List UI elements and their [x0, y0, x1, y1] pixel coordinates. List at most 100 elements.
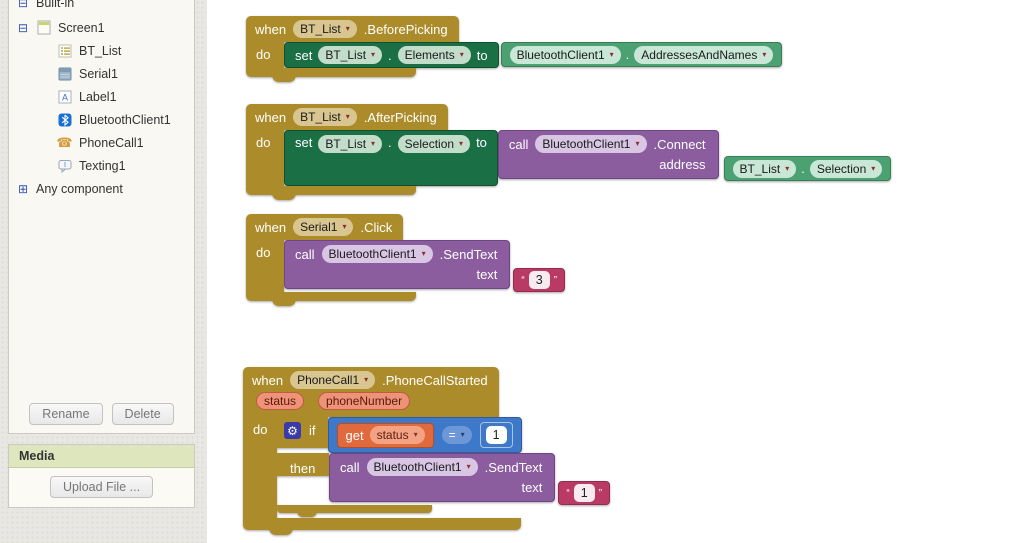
call-label: call	[508, 136, 529, 152]
when-label: when	[255, 21, 287, 37]
param-label: address	[659, 157, 706, 172]
block-foot	[243, 518, 521, 535]
components-panel: ⊟ Built-in ⊟ Screen1 BT_List Serial1 A L…	[8, 0, 195, 434]
tree-item-texting1[interactable]: I Texting1	[9, 154, 194, 177]
dropdown-arrow-icon: ▾	[364, 375, 369, 384]
component-dropdown[interactable]: BluetoothClient1 ▾	[366, 458, 478, 476]
call-label: call	[295, 246, 315, 262]
string-value-field[interactable]: 1	[573, 484, 595, 502]
component-dropdown[interactable]: BT_List ▾	[318, 135, 383, 153]
component-dropdown[interactable]: BluetoothClient1 ▾	[321, 245, 433, 263]
phonecall-icon: ☎	[56, 134, 73, 150]
operator-dropdown[interactable]: = ▾	[441, 426, 472, 444]
dropdown-arrow-icon: ▾	[460, 430, 465, 439]
property-dropdown[interactable]: Selection ▾	[397, 135, 471, 153]
property-getter-block[interactable]: BluetoothClient1 ▾ . AddressesAndNames ▾	[500, 42, 783, 67]
property-dropdown[interactable]: Elements ▾	[397, 46, 471, 64]
tree-item-any-component[interactable]: ⊞ Any component	[9, 177, 194, 200]
event-block-serial1-click[interactable]: when Serial1 ▾ .Click do call BluetoothCl…	[246, 214, 566, 306]
dropdown-arrow-icon: ▾	[635, 139, 640, 148]
do-label: do	[243, 417, 277, 518]
rename-button[interactable]: Rename	[29, 403, 103, 425]
collapse-minus-icon[interactable]: ⊟	[17, 0, 29, 10]
event-name: .AfterPicking	[363, 109, 437, 125]
texting-icon: I	[57, 158, 72, 173]
number-value-field[interactable]: 1	[485, 426, 507, 444]
close-quote: ”	[553, 274, 558, 286]
event-block-phonecall1-phonecallstarted[interactable]: when PhoneCall1 ▾ .PhoneCallStarted statu…	[243, 367, 611, 535]
component-dropdown[interactable]: BT_List ▾	[293, 20, 357, 38]
event-param-status[interactable]: status	[256, 392, 305, 410]
event-block-btlist-beforepicking[interactable]: when BT_List ▾ .BeforePicking do set BT_L…	[246, 16, 783, 82]
param-label: text	[521, 480, 543, 495]
if-block[interactable]: ⚙ if get status ▾ = ▾	[277, 417, 522, 453]
component-dropdown[interactable]: PhoneCall1 ▾	[290, 371, 376, 389]
tree-item-phonecall1[interactable]: ☎ PhoneCall1	[9, 131, 194, 154]
collapse-plus-icon[interactable]: ⊞	[17, 181, 29, 196]
tree-label: PhoneCall1	[79, 135, 144, 150]
dot-separator: .	[625, 47, 630, 62]
tree-item-bt-list[interactable]: BT_List	[9, 39, 194, 62]
method-name: .SendText	[484, 459, 543, 475]
component-dropdown[interactable]: BluetoothClient1 ▾	[509, 45, 621, 64]
collapse-minus-icon[interactable]: ⊟	[17, 20, 29, 35]
delete-button[interactable]: Delete	[111, 403, 174, 425]
variable-dropdown[interactable]: status ▾	[369, 426, 425, 444]
if-label: if	[309, 423, 316, 438]
upload-file-button[interactable]: Upload File ...	[49, 476, 154, 498]
number-block[interactable]: 1	[479, 422, 513, 448]
call-label: call	[340, 459, 360, 475]
set-property-block[interactable]: set BT_List ▾ . Selection ▾ to	[284, 130, 498, 186]
property-dropdown[interactable]: Selection ▾	[809, 159, 883, 178]
dot-separator: .	[801, 161, 805, 176]
block-foot	[246, 68, 416, 82]
dropdown-arrow-icon: ▾	[762, 49, 767, 59]
tree-label: Texting1	[79, 158, 126, 173]
screen-icon	[36, 20, 51, 35]
event-block-btlist-afterpicking[interactable]: when BT_List ▾ .AfterPicking do set BT_Li…	[246, 104, 892, 200]
tree-item-builtin[interactable]: ⊟ Built-in	[9, 0, 194, 14]
method-call-block-sendtext[interactable]: call BluetoothClient1 ▾ .SendText text	[329, 453, 556, 502]
blocks-canvas[interactable]: when BT_List ▾ .BeforePicking do set BT_L…	[207, 0, 1035, 543]
tree-label: Any component	[36, 181, 123, 196]
mutator-gear-icon[interactable]: ⚙	[284, 422, 301, 439]
equals-comparison-block[interactable]: get status ▾ = ▾ 1	[327, 417, 522, 453]
block-foot	[246, 292, 416, 306]
component-dropdown[interactable]: BT_List ▾	[293, 108, 357, 126]
get-variable-block[interactable]: get status ▾	[336, 422, 434, 448]
tree-label: BT_List	[79, 43, 122, 58]
dropdown-arrow-icon: ▾	[345, 112, 350, 121]
svg-text:I: I	[64, 162, 66, 169]
tree-item-label1[interactable]: A Label1	[9, 85, 194, 108]
property-getter-block[interactable]: BT_List ▾ . Selection ▾	[723, 156, 892, 181]
event-name: .PhoneCallStarted	[382, 372, 488, 388]
tree-item-bluetoothclient1[interactable]: BluetoothClient1	[9, 108, 194, 131]
dropdown-arrow-icon: ▾	[609, 49, 614, 59]
do-label: do	[246, 130, 284, 186]
string-value-field[interactable]: 3	[528, 271, 550, 289]
when-label: when	[255, 109, 287, 125]
component-dropdown[interactable]: BluetoothClient1 ▾	[535, 135, 647, 153]
dot-separator: .	[388, 135, 392, 150]
method-call-block-connect[interactable]: call BluetoothClient1 ▾ .Connect address	[497, 130, 719, 179]
event-name: .Click	[360, 219, 393, 235]
property-dropdown[interactable]: AddressesAndNames ▾	[634, 45, 774, 64]
do-label: do	[246, 42, 284, 68]
text-string-block[interactable]: “ 1 ”	[558, 481, 611, 505]
component-dropdown[interactable]: BT_List ▾	[318, 46, 383, 64]
component-dropdown[interactable]: BT_List ▾	[732, 159, 797, 178]
tree-item-screen1[interactable]: ⊟ Screen1	[9, 16, 194, 39]
event-param-phonenumber[interactable]: phoneNumber	[318, 392, 411, 410]
dropdown-arrow-icon: ▾	[345, 24, 350, 33]
block-foot	[246, 186, 416, 200]
tree-item-serial1[interactable]: Serial1	[9, 62, 194, 85]
set-property-block[interactable]: set BT_List ▾ . Elements ▾ to	[284, 42, 499, 68]
if-block-foot	[277, 505, 432, 517]
dropdown-arrow-icon: ▾	[871, 163, 876, 173]
dropdown-arrow-icon: ▾	[466, 462, 471, 471]
dropdown-arrow-icon: ▾	[785, 163, 790, 173]
method-call-block-sendtext[interactable]: call BluetoothClient1 ▾ .SendText text	[284, 240, 511, 289]
text-string-block[interactable]: “ 3 ”	[513, 268, 566, 292]
dropdown-arrow-icon: ▾	[459, 50, 464, 59]
component-dropdown[interactable]: Serial1 ▾	[293, 218, 354, 236]
